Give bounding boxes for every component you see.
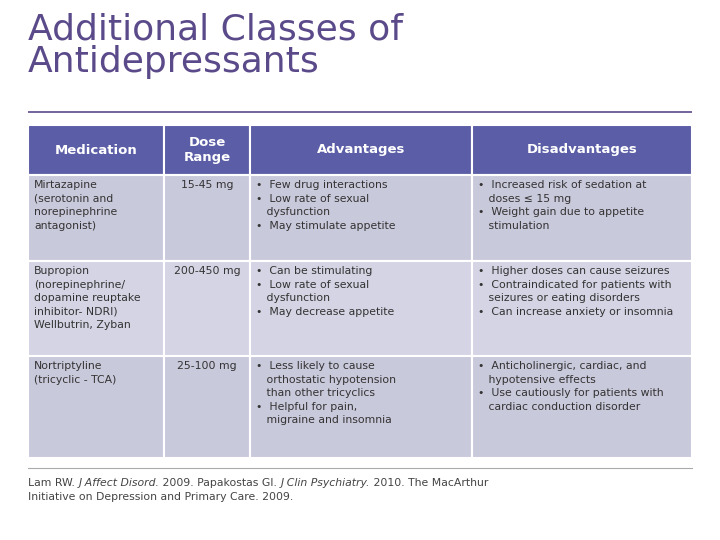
Bar <box>472 175 692 261</box>
Text: •  Few drug interactions
•  Low rate of sexual
   dysfunction
•  May stimulate a: • Few drug interactions • Low rate of se… <box>256 180 396 231</box>
Text: J Clin Psychiatry.: J Clin Psychiatry. <box>281 478 370 488</box>
Text: Advantages: Advantages <box>317 144 405 157</box>
Bar <box>472 261 692 356</box>
Bar <box>164 261 251 356</box>
Text: Initiative on Depression and Primary Care. 2009.: Initiative on Depression and Primary Car… <box>28 492 293 502</box>
Bar <box>472 356 692 458</box>
Text: Mirtazapine
(serotonin and
norepinephrine
antagonist): Mirtazapine (serotonin and norepinephrin… <box>34 180 117 231</box>
Text: •  Less likely to cause
   orthostatic hypotension
   than other tricyclics
•  H: • Less likely to cause orthostatic hypot… <box>256 361 397 426</box>
Text: Bupropion
(norepinephrine/
dopamine reuptake
inhibitor- NDRI)
Wellbutrin, Zyban: Bupropion (norepinephrine/ dopamine reup… <box>34 266 140 330</box>
Bar <box>164 125 251 175</box>
Bar <box>251 125 472 175</box>
Bar <box>28 261 164 356</box>
Bar <box>28 125 164 175</box>
Bar <box>164 356 251 458</box>
Text: •  Higher doses can cause seizures
•  Contraindicated for patients with
   seizu: • Higher doses can cause seizures • Cont… <box>477 266 672 317</box>
Bar <box>472 125 692 175</box>
Text: 25-100 mg: 25-100 mg <box>177 361 237 371</box>
Text: 15-45 mg: 15-45 mg <box>181 180 233 190</box>
Text: Antidepressants: Antidepressants <box>28 45 320 79</box>
Text: 2009. Papakostas GI.: 2009. Papakostas GI. <box>159 478 281 488</box>
Text: 2010. The MacArthur: 2010. The MacArthur <box>370 478 489 488</box>
Text: •  Anticholinergic, cardiac, and
   hypotensive effects
•  Use cautiously for pa: • Anticholinergic, cardiac, and hypotens… <box>477 361 663 412</box>
Bar <box>28 175 164 261</box>
Text: •  Increased risk of sedation at
   doses ≤ 15 mg
•  Weight gain due to appetite: • Increased risk of sedation at doses ≤ … <box>477 180 646 231</box>
Bar <box>28 356 164 458</box>
Text: J Affect Disord.: J Affect Disord. <box>78 478 159 488</box>
Text: Disadvantages: Disadvantages <box>526 144 637 157</box>
Text: Dose
Range: Dose Range <box>184 136 231 165</box>
Bar <box>164 175 251 261</box>
Text: Additional Classes of: Additional Classes of <box>28 13 403 47</box>
Text: Nortriptyline
(tricyclic - TCA): Nortriptyline (tricyclic - TCA) <box>34 361 117 384</box>
Text: Lam RW.: Lam RW. <box>28 478 78 488</box>
Text: •  Can be stimulating
•  Low rate of sexual
   dysfunction
•  May decrease appet: • Can be stimulating • Low rate of sexua… <box>256 266 395 317</box>
Bar <box>251 356 472 458</box>
Text: Medication: Medication <box>55 144 138 157</box>
Bar <box>251 175 472 261</box>
Text: 200-450 mg: 200-450 mg <box>174 266 240 276</box>
Bar <box>251 261 472 356</box>
